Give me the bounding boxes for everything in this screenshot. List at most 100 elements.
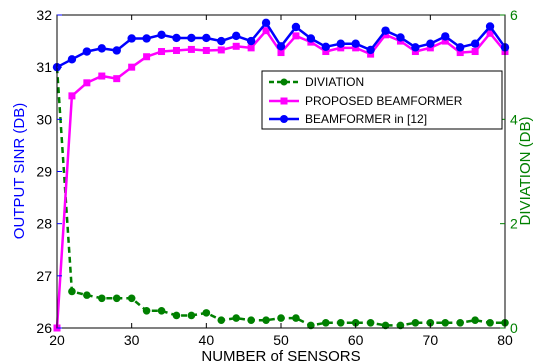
data-point-diviation <box>277 314 285 322</box>
plot-background <box>57 15 505 328</box>
data-point-beamformer-in-12 <box>351 39 360 48</box>
data-point-diviation <box>232 314 240 322</box>
x-tick-label: 30 <box>124 332 140 348</box>
data-point-proposed-beamformer <box>202 46 210 54</box>
data-point-beamformer-in-12 <box>441 32 450 41</box>
data-point-proposed-beamformer <box>83 79 91 87</box>
data-point-beamformer-in-12 <box>456 43 465 52</box>
data-point-beamformer-in-12 <box>336 39 345 48</box>
data-point-beamformer-in-12 <box>142 34 151 43</box>
series-beamformer-in-12 <box>52 18 510 72</box>
data-point-diviation <box>307 321 315 330</box>
y-tick-label: 30 <box>36 111 52 127</box>
data-point-proposed-beamformer <box>456 49 464 57</box>
data-point-diviation <box>381 321 390 330</box>
data-point-proposed-beamformer <box>247 44 255 52</box>
data-point-beamformer-in-12 <box>381 26 390 35</box>
data-point-diviation <box>456 318 465 327</box>
data-point-proposed-beamformer <box>486 29 494 37</box>
data-point-beamformer-in-12 <box>291 22 301 32</box>
data-point-diviation <box>396 321 405 330</box>
x-tick-label: 60 <box>348 332 364 348</box>
data-point-proposed-beamformer <box>322 48 330 56</box>
y-tick-label: 31 <box>36 59 52 75</box>
legend-entry-proposed: PROPOSED BEAMFORMER <box>269 94 463 108</box>
y-tick-label: 32 <box>36 7 52 23</box>
data-point-beamformer-in-12 <box>470 39 480 48</box>
data-point-diviation <box>83 291 91 299</box>
data-point-beamformer-in-12 <box>321 42 330 52</box>
data-point-beamformer-in-12 <box>396 33 405 42</box>
x-axis: 20 30 40 50 60 70 80 <box>49 15 513 348</box>
data-point-diviation <box>262 316 270 324</box>
data-point-diviation <box>366 318 375 327</box>
data-point-proposed-beamformer <box>128 63 136 71</box>
y-axis-left: 26 27 28 29 30 31 32 <box>36 7 62 336</box>
y-tick-label: 26 <box>36 320 52 336</box>
data-point-beamformer-in-12 <box>202 33 211 43</box>
data-point-beamformer-in-12 <box>82 47 92 56</box>
data-point-beamformer-in-12 <box>411 43 420 52</box>
data-point-proposed-beamformer <box>98 72 106 80</box>
data-point-diviation <box>217 316 226 324</box>
data-point-diviation <box>68 287 76 296</box>
legend-entry-diviation: DIVIATION <box>269 75 364 89</box>
data-point-proposed-beamformer <box>113 75 121 83</box>
data-point-diviation <box>112 294 121 303</box>
series-diviation <box>53 63 509 330</box>
y2-tick-label: 4 <box>510 111 518 127</box>
data-point-beamformer-in-12 <box>485 22 495 31</box>
data-point-proposed-beamformer <box>158 48 166 56</box>
data-point-beamformer-in-12 <box>246 36 256 46</box>
x-tick-label: 70 <box>423 332 439 348</box>
data-point-proposed-beamformer <box>277 49 285 57</box>
data-point-beamformer-in-12 <box>172 33 181 43</box>
data-point-proposed-beamformer <box>262 27 270 35</box>
data-point-diviation <box>127 294 136 303</box>
data-point-beamformer-in-12 <box>217 36 226 46</box>
legend-label-proposed: PROPOSED BEAMFORMER <box>305 94 463 108</box>
data-point-diviation <box>157 306 166 315</box>
data-point-beamformer-in-12 <box>187 33 196 43</box>
data-point-diviation <box>142 306 151 315</box>
data-point-diviation <box>426 318 435 327</box>
data-point-proposed-beamformer <box>471 48 479 56</box>
data-point-diviation <box>187 311 196 320</box>
data-point-proposed-beamformer <box>143 53 151 61</box>
data-point-proposed-beamformer <box>217 46 225 54</box>
data-point-proposed-beamformer <box>232 42 240 50</box>
data-point-proposed-beamformer <box>187 45 195 53</box>
data-point-beamformer-in-12 <box>306 34 316 43</box>
y-axis-left-label: OUTPUT SINR (DB) <box>11 103 28 239</box>
legend-label-beamformer12: BEAMFORMER in [12] <box>305 112 427 126</box>
data-point-beamformer-in-12 <box>261 18 271 28</box>
data-point-proposed-beamformer <box>292 32 300 40</box>
data-point-beamformer-in-12 <box>426 39 435 48</box>
data-point-diviation <box>411 318 420 327</box>
data-point-diviation <box>336 318 345 327</box>
data-point-diviation <box>172 311 181 320</box>
data-point-diviation <box>247 316 255 324</box>
data-point-beamformer-in-12 <box>232 31 241 41</box>
data-point-beamformer-in-12 <box>157 30 166 40</box>
data-point-diviation <box>486 318 494 327</box>
legend-entry-beamformer12: BEAMFORMER in [12] <box>269 112 427 126</box>
y-tick-label: 27 <box>36 268 52 284</box>
y2-tick-label: 2 <box>510 216 518 232</box>
data-point-beamformer-in-12 <box>276 42 286 51</box>
data-point-proposed-beamformer <box>441 37 449 45</box>
x-axis-label: NUMBER of SENSORS <box>201 348 360 364</box>
series-layer <box>52 18 510 332</box>
data-point-beamformer-in-12 <box>127 34 136 43</box>
y-tick-label: 28 <box>36 216 52 232</box>
data-point-diviation <box>471 316 479 324</box>
data-point-diviation <box>322 318 330 327</box>
y2-tick-label: 0 <box>510 320 518 336</box>
data-point-beamformer-in-12 <box>67 55 77 64</box>
data-point-proposed-beamformer <box>172 46 180 54</box>
data-point-diviation <box>351 318 360 327</box>
legend-box <box>261 70 503 130</box>
legend-label-diviation: DIVIATION <box>305 75 364 89</box>
x-tick-label: 80 <box>497 332 513 348</box>
